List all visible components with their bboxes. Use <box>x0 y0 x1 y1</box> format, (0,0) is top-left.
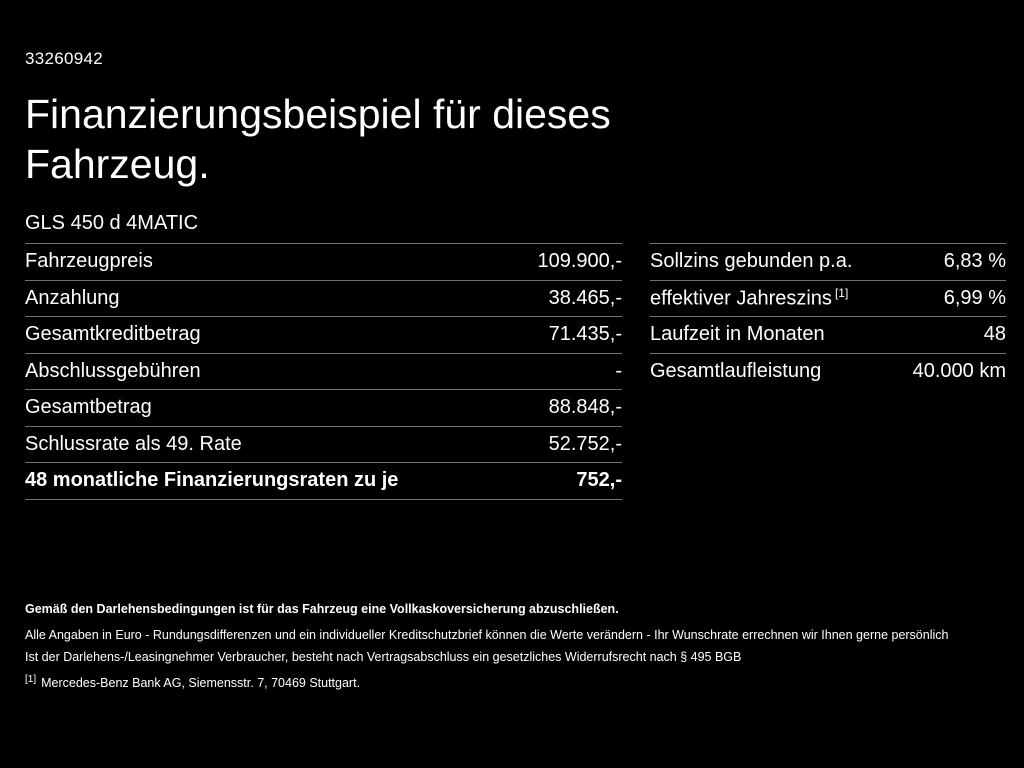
row-label-text: effektiver Jahreszins <box>650 287 832 310</box>
row-value: 88.848,- <box>548 396 622 419</box>
footer-disclaimer: Gemäß den Darlehensbedingungen ist für d… <box>25 598 1015 694</box>
page-title-line1: Finanzierungsbeispiel für dieses <box>25 91 611 137</box>
row-value: 40.000 km <box>912 359 1006 382</box>
row-label: 48 monatliche Finanzierungsraten zu je <box>25 469 399 492</box>
row-label: Anzahlung <box>25 286 120 309</box>
row-label: Schlussrate als 49. Rate <box>25 432 242 455</box>
row-label: Abschlussgebühren <box>25 359 201 382</box>
row-label: Fahrzeugpreis <box>25 250 153 273</box>
row-value: 71.435,- <box>548 323 622 346</box>
row-value: 48 <box>983 323 1006 346</box>
footnote-reference: [1] <box>834 285 849 300</box>
row-gesamtlaufleistung: Gesamtlaufleistung 40.000 km <box>650 352 1006 390</box>
row-value: 6,83 % <box>943 250 1006 273</box>
row-label: Gesamtbetrag <box>25 396 152 419</box>
row-label: effektiver Jahreszins [1] <box>650 286 848 311</box>
row-label: Gesamtkreditbetrag <box>25 323 201 346</box>
conditions-table: Sollzins gebunden p.a. 6,83 % effektiver… <box>650 243 1006 389</box>
row-value: 109.900,- <box>537 250 622 273</box>
disclaimer-line-1: Alle Angaben in Euro - Rundungsdifferenz… <box>25 628 949 642</box>
row-value: - <box>615 359 622 382</box>
row-value: 38.465,- <box>548 286 622 309</box>
row-schlussrate: Schlussrate als 49. Rate 52.752,- <box>25 425 622 463</box>
page-title: Finanzierungsbeispiel für dieses Fahrzeu… <box>25 89 611 189</box>
row-abschlussgebuehren: Abschlussgebühren - <box>25 352 622 390</box>
row-value: 752,- <box>576 469 622 492</box>
row-anzahlung: Anzahlung 38.465,- <box>25 279 622 317</box>
row-value: 52.752,- <box>548 432 622 455</box>
vehicle-id: 33260942 <box>25 49 104 68</box>
row-gesamtbetrag: Gesamtbetrag 88.848,- <box>25 389 622 426</box>
footnote: [1] Mercedes-Benz Bank AG, Siemensstr. 7,… <box>25 669 1015 694</box>
row-label: Sollzins gebunden p.a. <box>650 250 853 273</box>
page-title-line2: Fahrzeug. <box>25 141 210 187</box>
row-laufzeit: Laufzeit in Monaten 48 <box>650 316 1006 353</box>
row-fahrzeugpreis: Fahrzeugpreis 109.900,- <box>25 243 622 280</box>
footnote-text: Mercedes-Benz Bank AG, Siemensstr. 7, 70… <box>41 676 361 691</box>
row-sollzins: Sollzins gebunden p.a. 6,83 % <box>650 243 1006 280</box>
row-label: Laufzeit in Monaten <box>650 323 825 346</box>
insurance-note: Gemäß den Darlehensbedingungen ist für d… <box>25 602 619 616</box>
row-gesamtkreditbetrag: Gesamtkreditbetrag 71.435,- <box>25 316 622 353</box>
row-effektiver-jahreszins: effektiver Jahreszins [1] 6,99 % <box>650 279 1006 317</box>
footnote-marker: [1] <box>25 674 37 685</box>
disclaimer-line-2: Ist der Darlehens-/Leasingnehmer Verbrau… <box>25 650 742 664</box>
finance-table: Fahrzeugpreis 109.900,- Anzahlung 38.465… <box>25 243 622 500</box>
vehicle-name: GLS 450 d 4MATIC <box>25 212 199 234</box>
row-monatliche-raten: 48 monatliche Finanzierungsraten zu je 7… <box>25 462 622 499</box>
row-value: 6,99 % <box>943 286 1006 309</box>
row-label: Gesamtlaufleistung <box>650 359 822 382</box>
